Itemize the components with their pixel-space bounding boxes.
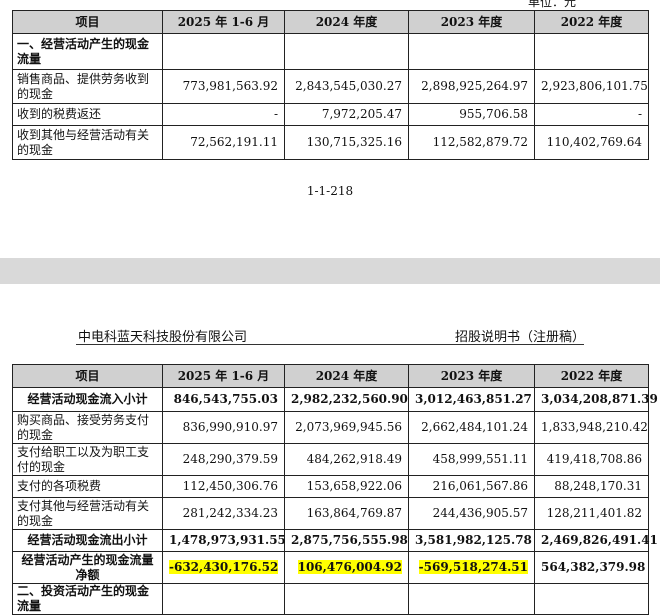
row-label: 一、经营活动产生的现金流量 <box>12 33 163 70</box>
cash-flow-table-part2: 项目 2025 年 1-6 月 2024 年度 2023 年度 2022 年度 … <box>12 364 658 615</box>
cell-value: 3,581,982,125.78 <box>408 529 535 552</box>
cell-value: 216,061,567.86 <box>408 475 535 498</box>
row-label: 支付给职工以及为职工支付的现金 <box>12 443 163 476</box>
table-row: 收到其他与经营活动有关的现金 72,562,191.11 130,715,325… <box>12 125 649 160</box>
cell-value: 7,972,205.47 <box>284 103 409 126</box>
table-row: 一、经营活动产生的现金流量 <box>12 33 649 70</box>
table-header-row: 项目 2025 年 1-6 月 2024 年度 2023 年度 2022 年度 <box>12 364 649 388</box>
cell-value: 112,450,306.76 <box>162 475 285 498</box>
cell-value <box>162 33 285 70</box>
row-label: 经营活动现金流入小计 <box>12 387 163 412</box>
table-row: 购买商品、接受劳务支付的现金 836,990,910.97 2,073,969,… <box>12 411 649 444</box>
cell-value: 281,242,334.23 <box>162 497 285 530</box>
highlighted-value: -632,430,176.52 <box>169 560 279 574</box>
unit-label: 单位：元 <box>527 0 576 9</box>
row-label: 二、投资活动产生的现金流量 <box>12 583 163 615</box>
header-2025h1: 2025 年 1-6 月 <box>162 364 285 388</box>
cell-value: 1,833,948,210.42 <box>534 411 649 444</box>
header-2024: 2024 年度 <box>284 364 409 388</box>
cell-value: 1,478,973,931.55 <box>162 529 286 552</box>
page-separator <box>0 258 660 284</box>
cell-value <box>284 583 409 615</box>
cell-value: 773,981,563.92 <box>162 69 285 104</box>
cell-value: 419,418,708.86 <box>534 443 649 476</box>
cell-value: 244,436,905.57 <box>408 497 535 530</box>
cell-value: 130,715,325.16 <box>284 125 409 160</box>
cell-value <box>408 33 535 70</box>
header-item: 项目 <box>12 364 163 388</box>
row-label: 购买商品、接受劳务支付的现金 <box>12 411 163 444</box>
cell-value: 2,898,925,264.97 <box>408 69 535 104</box>
row-label: 销售商品、提供劳务收到的现金 <box>12 69 163 104</box>
cell-value: 72,562,191.11 <box>162 125 285 160</box>
header-2023: 2023 年度 <box>408 10 535 34</box>
cell-value: 846,543,755.03 <box>162 387 285 412</box>
company-name-header: 中电科蓝天科技股份有限公司 <box>78 330 248 345</box>
document-type-header: 招股说明书（注册稿） <box>455 330 586 345</box>
header-item: 项目 <box>12 10 163 34</box>
table-row: 收到的税费返还 - 7,972,205.47 955,706.58 - <box>12 103 649 126</box>
cell-value: 2,073,969,945.56 <box>284 411 409 444</box>
cell-value: 458,999,551.11 <box>408 443 535 476</box>
cell-value: 112,582,879.72 <box>408 125 535 160</box>
table-row: 经营活动现金流出小计 1,478,973,931.55 2,875,756,55… <box>12 529 658 552</box>
cell-value: 128,211,401.82 <box>534 497 649 530</box>
cell-value: 2,469,826,491.41 <box>534 529 658 552</box>
cell-value <box>162 583 285 615</box>
row-label: 收到的税费返还 <box>12 103 163 126</box>
cell-value: 3,034,208,871.39 <box>534 387 658 412</box>
cell-value <box>284 33 409 70</box>
cell-value <box>408 583 535 615</box>
cell-value: 2,843,545,030.27 <box>284 69 409 104</box>
cell-value: 106,476,004.92 <box>284 551 409 584</box>
table-row: 支付的各项税费 112,450,306.76 153,658,922.06 21… <box>12 475 649 498</box>
row-label: 收到其他与经营活动有关的现金 <box>12 125 163 160</box>
cell-value <box>534 33 649 70</box>
table-row: 支付给职工以及为职工支付的现金 248,290,379.59 484,262,9… <box>12 443 649 476</box>
cell-value: 110,402,769.64 <box>534 125 649 160</box>
row-label: 经营活动现金流出小计 <box>12 529 163 552</box>
cell-value: 955,706.58 <box>408 103 535 126</box>
cell-value: 2,662,484,101.24 <box>408 411 535 444</box>
header-2023: 2023 年度 <box>408 364 535 388</box>
cell-value: 153,658,922.06 <box>284 475 409 498</box>
cell-value: 836,990,910.97 <box>162 411 285 444</box>
document-page-2: 中电科蓝天科技股份有限公司 招股说明书（注册稿） 项目 2025 年 1-6 月… <box>0 284 660 615</box>
table-row: 支付其他与经营活动有关的现金 281,242,334.23 163,864,76… <box>12 497 649 530</box>
table-row: 二、投资活动产生的现金流量 <box>12 583 649 615</box>
row-label: 支付其他与经营活动有关的现金 <box>12 497 163 530</box>
cell-value: 564,382,379.98 <box>534 551 649 584</box>
table-row: 经营活动现金流入小计 846,543,755.03 2,982,232,560.… <box>12 387 658 412</box>
highlighted-value: -569,518,274.51 <box>418 560 528 574</box>
cell-value: 2,923,806,101.75 <box>534 69 649 104</box>
header-2024: 2024 年度 <box>284 10 409 34</box>
cell-value <box>534 583 649 615</box>
header-2022: 2022 年度 <box>534 364 649 388</box>
header-2022: 2022 年度 <box>534 10 649 34</box>
cell-value: 3,012,463,851.27 <box>408 387 535 412</box>
header-rule <box>76 344 584 345</box>
cell-value: - <box>162 103 285 126</box>
highlighted-value: 106,476,004.92 <box>297 560 402 574</box>
cash-flow-table-part1: 项目 2025 年 1-6 月 2024 年度 2023 年度 2022 年度 … <box>12 10 649 160</box>
document-page-1: 单位：元 项目 2025 年 1-6 月 2024 年度 2023 年度 202… <box>0 0 660 258</box>
cell-value: 88,248,170.31 <box>534 475 649 498</box>
cell-value: - <box>534 103 649 126</box>
cell-value: -632,430,176.52 <box>162 551 285 584</box>
row-label: 经营活动产生的现金流量净额 <box>12 551 163 584</box>
page-number: 1-1-218 <box>306 184 354 198</box>
cell-value: -569,518,274.51 <box>408 551 535 584</box>
cell-value: 484,262,918.49 <box>284 443 409 476</box>
table-row-net-cash-flow: 经营活动产生的现金流量净额 -632,430,176.52 106,476,00… <box>12 551 649 584</box>
table-header-row: 项目 2025 年 1-6 月 2024 年度 2023 年度 2022 年度 <box>12 10 649 34</box>
header-2025h1: 2025 年 1-6 月 <box>162 10 285 34</box>
table-row: 销售商品、提供劳务收到的现金 773,981,563.92 2,843,545,… <box>12 69 649 104</box>
cell-value: 163,864,769.87 <box>284 497 409 530</box>
cell-value: 2,875,756,555.98 <box>284 529 409 552</box>
cell-value: 2,982,232,560.90 <box>284 387 409 412</box>
row-label: 支付的各项税费 <box>12 475 163 498</box>
cell-value: 248,290,379.59 <box>162 443 285 476</box>
